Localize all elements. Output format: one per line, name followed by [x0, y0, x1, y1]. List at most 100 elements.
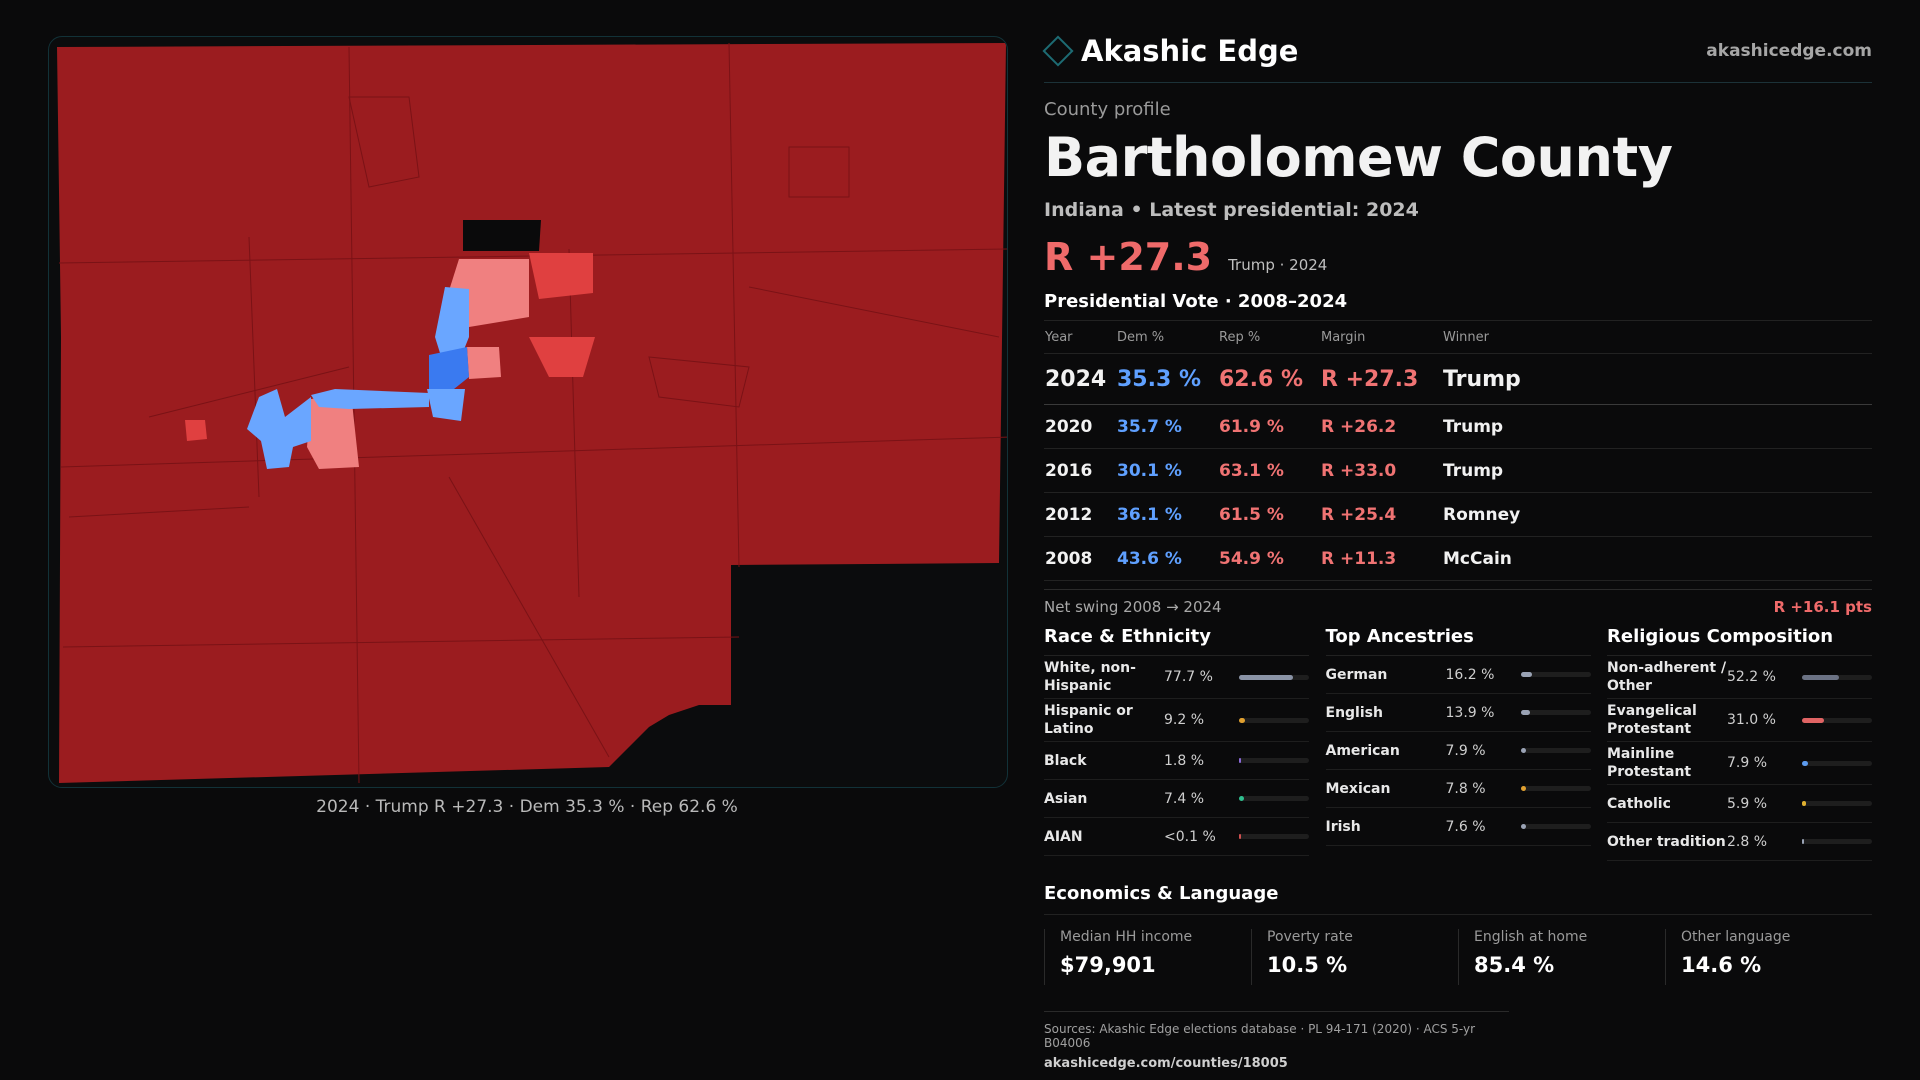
col-year: Year [1044, 321, 1116, 354]
item-value: 31.0 % [1727, 712, 1776, 728]
item-label: Non-adherent / Other [1607, 660, 1727, 694]
item-label: Mainline Protestant [1607, 746, 1692, 780]
row-margin: R +11.3 [1320, 536, 1442, 581]
item-value: 1.8 % [1164, 752, 1205, 769]
sources-url-link[interactable]: akashicedge.com/counties/18005 [1044, 1056, 1288, 1071]
headline-margin: R +27.3 [1044, 235, 1213, 279]
share-bar-fill [1239, 834, 1242, 839]
list-item: AIAN <0.1 % [1044, 818, 1309, 856]
row-year: 2020 [1044, 404, 1116, 449]
share-bar-fill [1239, 674, 1294, 680]
table-row: 2020 35.7 % 61.9 % R +26.2 Trump [1044, 404, 1872, 449]
share-bar [1239, 717, 1309, 723]
list-item: Irish 7.6 % [1325, 808, 1591, 846]
brand-url-link[interactable]: akashicedge.com [1706, 41, 1872, 61]
list-item: Black 1.8 % [1044, 742, 1309, 780]
rep-lean-precinct [307, 393, 359, 469]
share-bar-fill [1239, 758, 1242, 763]
item-label: White, non-Hispanic [1044, 660, 1136, 694]
dem-mid-precinct [429, 347, 469, 393]
item-label: Evangelical Protestant [1607, 703, 1697, 737]
table-row: 2016 30.1 % 63.1 % R +33.0 Trump [1044, 448, 1872, 493]
item-label: Irish [1325, 818, 1361, 835]
row-year: 2008 [1044, 536, 1116, 581]
row-margin: R +26.2 [1320, 404, 1442, 449]
precinct-borders [58, 42, 1007, 784]
share-bar-fill [1520, 824, 1526, 829]
row-winner: Trump [1442, 448, 1872, 493]
list-item: American 7.9 % [1325, 732, 1591, 770]
share-bar [1802, 717, 1872, 723]
list-item: Catholic 5.9 % [1607, 785, 1872, 823]
row-winner: Trump [1442, 404, 1872, 449]
economics-stats: Median HH income $79,901 Poverty rate 10… [1044, 929, 1872, 985]
stat-other-language: Other language 14.6 % [1665, 929, 1872, 985]
stat-label: Median HH income [1060, 929, 1193, 945]
share-bar-fill [1520, 748, 1527, 753]
dem-lean-precinct [427, 389, 465, 421]
sources-text: Sources: Akashic Edge elections database… [1044, 1022, 1476, 1050]
county-profile-panel: Akashic Edge akashicedge.com County prof… [1042, 28, 1872, 1071]
row-margin: R +33.0 [1320, 448, 1442, 493]
rep-mid-precinct [529, 253, 593, 299]
row-rep: 61.9 % [1218, 404, 1320, 449]
vote-section-title: Presidential Vote · 2008–2024 [1044, 291, 1872, 321]
list-item: Other tradition 2.8 % [1607, 823, 1872, 861]
item-value: 7.8 % [1445, 780, 1486, 797]
dem-lean-precinct [247, 389, 311, 469]
rep-lean-precinct [467, 347, 501, 379]
economics-title: Economics & Language [1044, 883, 1872, 915]
share-bar [1520, 672, 1591, 677]
dem-lean-precinct [311, 389, 429, 409]
item-label: Other tradition [1607, 833, 1726, 850]
item-value: <0.1 % [1164, 828, 1216, 845]
share-bar-fill [1520, 710, 1531, 715]
stat-value: 10.5 % [1267, 953, 1348, 977]
row-year: 2016 [1044, 448, 1116, 493]
page-title: Bartholomew County [1044, 126, 1673, 189]
vote-table: Year Dem % Rep % Margin Winner 2024 35.3… [1044, 321, 1872, 581]
item-label: AIAN [1044, 828, 1083, 845]
share-bar [1520, 786, 1591, 791]
list-item: Mainline Protestant 7.9 % [1607, 742, 1872, 785]
swing-label: Net swing 2008 → 2024 [1044, 598, 1222, 616]
share-bar [1239, 758, 1309, 763]
list-item: Mexican 7.8 % [1325, 770, 1591, 808]
item-value: 5.9 % [1727, 795, 1768, 812]
list-item: Asian 7.4 % [1044, 780, 1309, 818]
share-bar-fill [1802, 760, 1808, 766]
item-value: 13.9 % [1445, 704, 1495, 721]
county-map[interactable] [48, 36, 1008, 788]
col-rep: Rep % [1218, 321, 1320, 354]
row-rep: 62.6 % [1218, 353, 1320, 405]
row-rep: 63.1 % [1218, 448, 1320, 493]
share-bar [1239, 796, 1309, 801]
row-year: 2012 [1044, 492, 1116, 537]
row-dem: 30.1 % [1116, 448, 1218, 493]
share-bar [1802, 674, 1872, 680]
col-dem: Dem % [1116, 321, 1218, 354]
map-caption: 2024 · Trump R +27.3 · Dem 35.3 % · Rep … [316, 797, 738, 817]
share-bar-fill [1520, 786, 1526, 791]
headline-winner: Trump · 2024 [1228, 256, 1328, 274]
row-dem: 36.1 % [1116, 492, 1218, 537]
share-bar [1802, 760, 1872, 766]
net-swing: Net swing 2008 → 2024 R +16.1 pts [1044, 589, 1872, 616]
rep-mid-precinct [185, 420, 207, 441]
row-dem: 35.7 % [1116, 404, 1218, 449]
item-value: 52.2 % [1727, 669, 1776, 685]
item-value: 2.8 % [1727, 833, 1768, 850]
share-bar [1239, 674, 1309, 680]
share-bar-fill [1802, 801, 1807, 806]
col-margin: Margin [1320, 321, 1442, 354]
item-label: English [1325, 704, 1383, 721]
stat-value: $79,901 [1060, 953, 1156, 977]
col-winner: Winner [1442, 321, 1872, 354]
sources-footer: Sources: Akashic Edge elections database… [1044, 1011, 1509, 1071]
profile-subtitle: Indiana • Latest presidential: 2024 [1044, 199, 1419, 221]
precinct-map-svg[interactable] [49, 37, 1007, 787]
share-bar-fill [1802, 674, 1839, 680]
swing-value: R +16.1 pts [1773, 598, 1872, 616]
row-rep: 54.9 % [1218, 536, 1320, 581]
stat-value: 85.4 % [1474, 953, 1555, 977]
